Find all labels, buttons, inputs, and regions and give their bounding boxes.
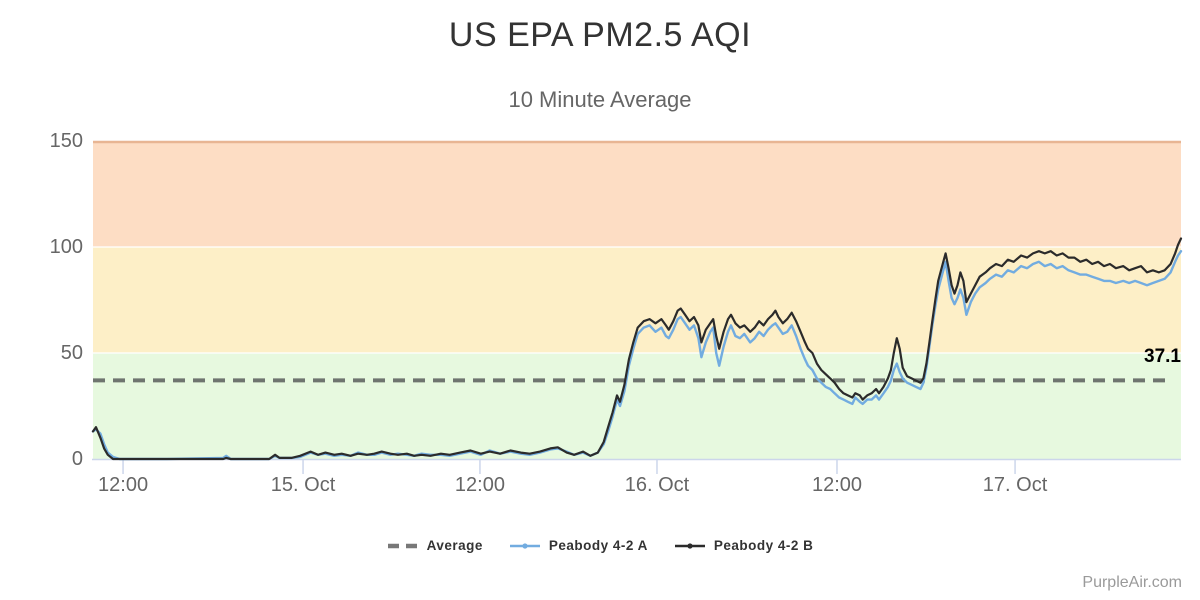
- x-axis-label-3: 16. Oct: [624, 474, 690, 496]
- average-value-label: 37.1: [1144, 346, 1181, 368]
- chart-subtitle: 10 Minute Average: [508, 87, 692, 112]
- legend-label: Peabody 4-2 A: [548, 538, 648, 553]
- series-line-peabody-b[interactable]: [91, 237, 1183, 461]
- aqi-band-good: [93, 353, 1181, 459]
- y-axis-label-150: 150: [49, 130, 83, 152]
- chart-title: US EPA PM2.5 AQI: [448, 16, 752, 54]
- legend-item-peabody-4-2-a[interactable]: Peabody 4-2 A: [509, 538, 648, 553]
- y-axis-label-0: 0: [71, 448, 83, 470]
- legend-item-peabody-4-2-b[interactable]: Peabody 4-2 B: [674, 538, 814, 553]
- y-axis-label-50: 50: [60, 342, 83, 364]
- watermark: PurpleAir.com: [1082, 574, 1182, 591]
- x-axis-label-0: 12:00: [98, 474, 149, 496]
- x-axis-label-4: 12:00: [811, 474, 863, 496]
- legend-label: Peabody 4-2 B: [713, 538, 814, 553]
- line-marker-icon: [509, 542, 540, 549]
- legend: Average Peabody 4-2 A Peabody 4-2 B: [0, 538, 1200, 553]
- line-marker-icon: [674, 542, 705, 549]
- y-axis-label-100: 100: [49, 236, 83, 258]
- aqi-band-unhealthy-sensitive: [93, 141, 1181, 247]
- x-axis-label-1: 15. Oct: [270, 474, 336, 496]
- legend-label: Average: [426, 538, 483, 553]
- dashed-line-icon: [387, 543, 418, 548]
- x-axis-label-5: 17. Oct: [982, 474, 1048, 496]
- legend-item-average[interactable]: Average: [387, 538, 483, 553]
- x-axis-label-2: 12:00: [454, 474, 505, 496]
